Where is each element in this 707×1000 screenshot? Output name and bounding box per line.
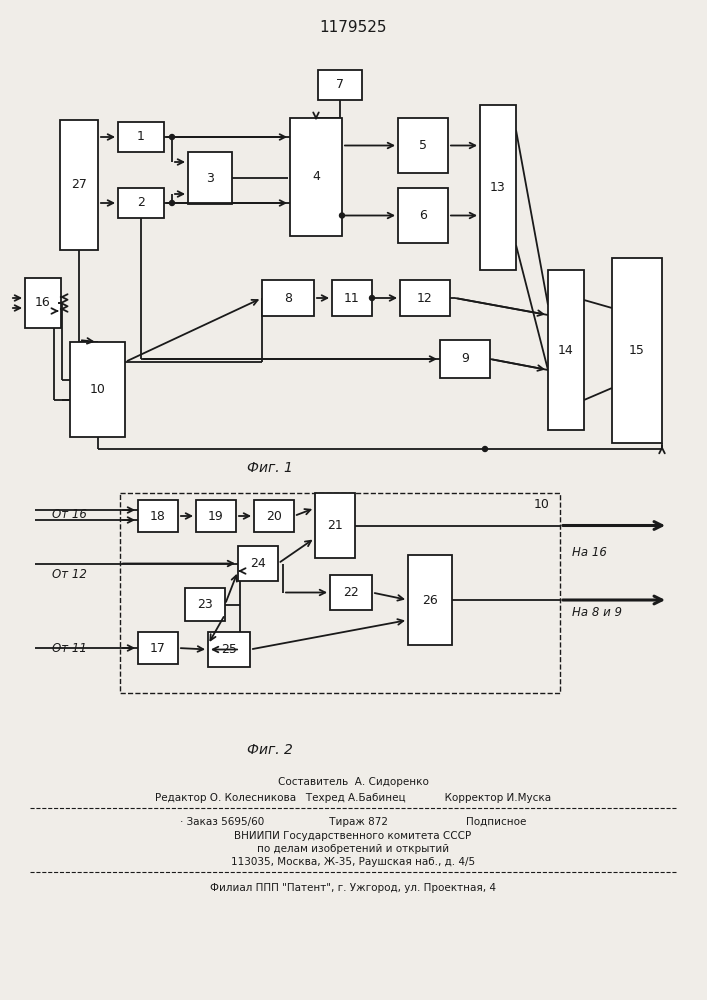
Bar (196, 500, 236, 532)
Text: От 11: От 11 (52, 642, 87, 654)
Bar (440, 340, 490, 378)
Bar (185, 588, 225, 621)
Text: Филиал ППП "Патент", г. Ужгород, ул. Проектная, 4: Филиал ППП "Патент", г. Ужгород, ул. Про… (210, 883, 496, 893)
Text: Фиг. 2: Фиг. 2 (247, 743, 293, 757)
Circle shape (370, 296, 375, 300)
Bar (118, 188, 164, 218)
Circle shape (339, 213, 344, 218)
Bar (332, 280, 372, 316)
Bar (188, 152, 232, 204)
Text: От 12: От 12 (52, 568, 87, 582)
Text: 20: 20 (266, 510, 282, 522)
Bar (480, 105, 516, 270)
Bar (238, 546, 278, 581)
Text: 8: 8 (284, 292, 292, 304)
Text: 13: 13 (490, 181, 506, 194)
Text: От 16: От 16 (52, 508, 87, 520)
Text: ВНИИПИ Государственного комитета СССР: ВНИИПИ Государственного комитета СССР (235, 831, 472, 841)
Bar (118, 122, 164, 152)
Circle shape (482, 446, 488, 452)
Circle shape (170, 200, 175, 206)
Text: 3: 3 (206, 172, 214, 184)
Text: 11: 11 (344, 292, 360, 304)
Text: 17: 17 (150, 642, 166, 654)
Text: 7: 7 (336, 79, 344, 92)
Text: 25: 25 (221, 643, 237, 656)
Bar (318, 70, 362, 100)
Text: 2: 2 (137, 196, 145, 210)
Bar (254, 500, 294, 532)
Bar (612, 258, 662, 443)
Text: 4: 4 (312, 170, 320, 184)
Text: по делам изобретений и открытий: по делам изобретений и открытий (257, 844, 449, 854)
Text: 1: 1 (137, 130, 145, 143)
Text: 19: 19 (208, 510, 224, 522)
Bar (60, 120, 98, 250)
Text: 113035, Москва, Ж-35, Раушская наб., д. 4/5: 113035, Москва, Ж-35, Раушская наб., д. … (231, 857, 475, 867)
Text: 1179525: 1179525 (320, 20, 387, 35)
Bar (315, 493, 355, 558)
Text: Фиг. 1: Фиг. 1 (247, 461, 293, 475)
Bar (25, 278, 61, 328)
Text: 21: 21 (327, 519, 343, 532)
Text: · Заказ 5695/60                    Тираж 872                        Подписное: · Заказ 5695/60 Тираж 872 Подписное (180, 817, 526, 827)
Text: 26: 26 (422, 593, 438, 606)
Text: На 16: На 16 (572, 546, 607, 558)
Text: На 8 и 9: На 8 и 9 (572, 605, 622, 618)
Text: 9: 9 (461, 353, 469, 365)
Bar (138, 500, 178, 532)
Text: Редактор О. Колесникова   Техред А.Бабинец            Корректор И.Муска: Редактор О. Колесникова Техред А.Бабинец… (155, 793, 551, 803)
Bar (398, 118, 448, 173)
Bar (398, 188, 448, 243)
Text: 23: 23 (197, 598, 213, 611)
Text: 10: 10 (90, 383, 105, 396)
Bar (70, 342, 125, 437)
Bar (400, 280, 450, 316)
Text: 16: 16 (35, 296, 51, 310)
Text: 22: 22 (343, 586, 359, 599)
Text: 27: 27 (71, 178, 87, 192)
Text: 24: 24 (250, 557, 266, 570)
Text: 14: 14 (558, 344, 574, 357)
Text: 5: 5 (419, 139, 427, 152)
Bar (330, 575, 372, 610)
Bar (208, 632, 250, 667)
Text: 6: 6 (419, 209, 427, 222)
Text: 12: 12 (417, 292, 433, 304)
Circle shape (170, 134, 175, 139)
Text: 15: 15 (629, 344, 645, 357)
Bar (290, 118, 342, 236)
Bar (548, 270, 584, 430)
Bar (138, 632, 178, 664)
Bar (262, 280, 314, 316)
Bar (408, 555, 452, 645)
Text: 10: 10 (534, 498, 550, 512)
Text: Составитель  А. Сидоренко: Составитель А. Сидоренко (278, 777, 428, 787)
Text: 18: 18 (150, 510, 166, 522)
Bar (120, 493, 560, 693)
